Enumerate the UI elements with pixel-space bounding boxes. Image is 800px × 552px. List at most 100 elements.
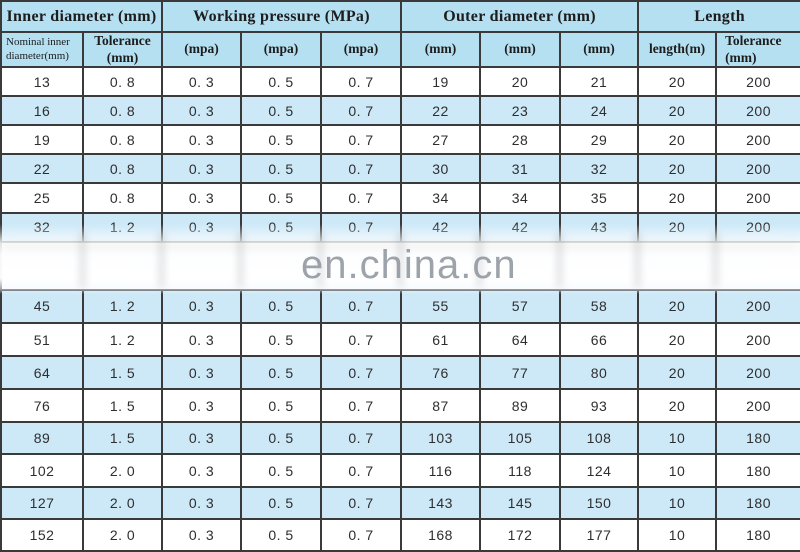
cell: 0. 8 xyxy=(82,153,163,185)
cell: 0. 5 xyxy=(240,95,322,127)
cell: 0. 7 xyxy=(319,211,403,243)
sub-header-mm-1: (mm) xyxy=(400,31,482,68)
group-header-length: Length xyxy=(637,0,800,33)
cell: 20 xyxy=(637,355,718,391)
cell: 31 xyxy=(479,153,562,185)
sub-header-mm-2: (mm) xyxy=(479,31,562,68)
cell: 180 xyxy=(715,517,800,552)
cell: 55 xyxy=(400,288,482,324)
cell: 20 xyxy=(637,182,718,214)
cell: 87 xyxy=(400,388,482,424)
cell: 0. 5 xyxy=(240,453,322,488)
sub-header-mpa-3: (mpa) xyxy=(319,31,403,68)
cell: 0. 7 xyxy=(319,124,403,156)
cell: 20 xyxy=(637,153,718,185)
cell: 0. 5 xyxy=(240,485,322,520)
cell: 76 xyxy=(0,388,84,424)
cell: 0. 3 xyxy=(161,124,242,156)
table-row: 16 0. 8 0. 3 0. 5 0. 7 22 23 24 20 200 xyxy=(0,95,800,127)
cell: 20 xyxy=(637,95,718,127)
sub-header-tolerance-inner: Tolerance (mm) xyxy=(82,31,163,68)
cell: 22 xyxy=(400,95,482,127)
cell: 105 xyxy=(479,421,562,456)
cell: 19 xyxy=(0,124,84,156)
cell: 20 xyxy=(637,65,718,98)
cell: 0. 5 xyxy=(240,153,322,185)
cell: 0. 7 xyxy=(319,453,403,488)
cell: 180 xyxy=(715,485,800,520)
cell: 200 xyxy=(715,65,800,98)
cell: 0. 7 xyxy=(319,485,403,520)
sub-header-row: Nominal inner diameter(mm) Tolerance (mm… xyxy=(0,31,800,68)
cell: 43 xyxy=(559,211,640,243)
group-header-inner-diameter: Inner diameter (mm) xyxy=(0,0,163,33)
group-header-working-pressure: Working pressure (MPa) xyxy=(160,0,403,33)
cell: 20 xyxy=(637,211,718,243)
cell: 32 xyxy=(559,153,640,185)
group-header-outer-diameter: Outer diameter (mm) xyxy=(400,0,640,33)
cell: 1. 5 xyxy=(82,355,163,391)
cell: 58 xyxy=(559,288,640,324)
cell: 0. 3 xyxy=(161,153,242,185)
cell: 27 xyxy=(400,124,482,156)
cell: 1. 2 xyxy=(82,288,163,324)
cell: 118 xyxy=(479,453,562,488)
cell: 20 xyxy=(637,321,718,358)
cell: 180 xyxy=(715,421,800,456)
cell: 200 xyxy=(715,211,800,243)
cell: 29 xyxy=(559,124,640,156)
table-row: 19 0. 8 0. 3 0. 5 0. 7 27 28 29 20 200 xyxy=(0,124,800,156)
sub-header-tolerance-length: Tolerance (mm) xyxy=(715,31,800,68)
cell: 2. 0 xyxy=(82,517,163,552)
cell: 20 xyxy=(637,288,718,324)
cell: 0. 5 xyxy=(240,421,322,456)
cell: 103 xyxy=(400,421,482,456)
cell: 0. 7 xyxy=(319,65,403,98)
cell: 0. 5 xyxy=(240,288,322,324)
cell: 0. 3 xyxy=(161,95,242,127)
cell: 24 xyxy=(559,95,640,127)
cell: 20 xyxy=(637,124,718,156)
cell: 10 xyxy=(637,485,718,520)
cell: 20 xyxy=(479,65,562,98)
group-header-row: Inner diameter (mm) Working pressure (MP… xyxy=(0,0,800,33)
table-row: 102 2. 0 0. 3 0. 5 0. 7 116 118 124 10 180 xyxy=(0,453,800,488)
table-row: 51 1. 2 0. 3 0. 5 0. 7 61 64 66 20 200 xyxy=(0,321,800,358)
table-row: 45 1. 2 0. 3 0. 5 0. 7 55 57 58 20 200 xyxy=(0,288,800,324)
cell: 0. 3 xyxy=(161,65,242,98)
table-row: 25 0. 8 0. 3 0. 5 0. 7 34 34 35 20 200 xyxy=(0,182,800,214)
cell: 0. 5 xyxy=(240,355,322,391)
cell: 177 xyxy=(559,517,640,552)
cell: 143 xyxy=(400,485,482,520)
cell: 21 xyxy=(559,65,640,98)
cell: 0. 7 xyxy=(319,517,403,552)
cell: 2. 0 xyxy=(82,453,163,488)
cell: 0. 3 xyxy=(161,388,242,424)
cell: 168 xyxy=(400,517,482,552)
cell: 0. 5 xyxy=(240,517,322,552)
cell: 200 xyxy=(715,388,800,424)
cell: 16 xyxy=(0,95,84,127)
cell: 1. 5 xyxy=(82,388,163,424)
cell: 1. 2 xyxy=(82,211,163,243)
cell: 102 xyxy=(0,453,84,488)
cell: 108 xyxy=(559,421,640,456)
cell: 45 xyxy=(0,288,84,324)
cell: 0. 8 xyxy=(82,182,163,214)
cell: 0. 7 xyxy=(319,421,403,456)
cell: 145 xyxy=(479,485,562,520)
cell: 200 xyxy=(715,124,800,156)
table-row: 64 1. 5 0. 3 0. 5 0. 7 76 77 80 20 200 xyxy=(0,355,800,391)
cell: 35 xyxy=(559,182,640,214)
cell: 1. 5 xyxy=(82,421,163,456)
sub-header-mpa-2: (mpa) xyxy=(240,31,322,68)
table-row: 76 1. 5 0. 3 0. 5 0. 7 87 89 93 20 200 xyxy=(0,388,800,424)
cell: 0. 3 xyxy=(161,485,242,520)
cell: 0. 3 xyxy=(161,453,242,488)
cell: 0. 3 xyxy=(161,211,242,243)
cell: 0. 3 xyxy=(161,288,242,324)
cell: 42 xyxy=(479,211,562,243)
cell: 77 xyxy=(479,355,562,391)
cell: 0. 7 xyxy=(319,153,403,185)
